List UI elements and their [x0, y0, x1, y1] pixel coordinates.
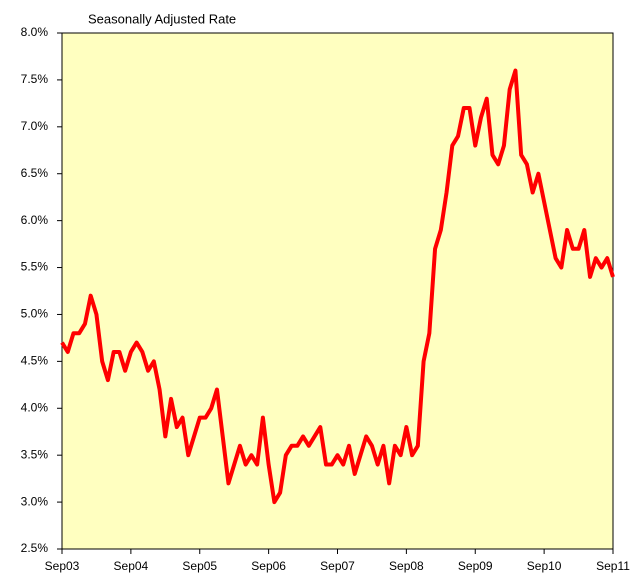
y-tick-label: 2.5%	[21, 541, 49, 555]
y-tick-label: 6.5%	[21, 166, 49, 180]
data-line	[60, 68, 615, 505]
y-tick-label: 4.5%	[21, 354, 49, 368]
x-tick-label: Sep11	[596, 559, 630, 573]
x-tick-label: Sep07	[320, 559, 355, 573]
x-tick-label: Sep10	[527, 559, 562, 573]
x-tick-label: Sep05	[182, 559, 217, 573]
y-tick-label: 6.0%	[21, 213, 49, 227]
y-tick-label: 7.5%	[21, 72, 49, 86]
x-tick-label: Sep04	[114, 559, 149, 573]
x-tick-label: Sep03	[45, 559, 80, 573]
chart-title: Seasonally Adjusted Rate	[88, 11, 236, 26]
x-tick-label: Sep08	[389, 559, 424, 573]
y-tick-label: 3.0%	[21, 494, 49, 508]
y-tick-label: 5.5%	[21, 260, 49, 274]
plot-area	[61, 32, 614, 550]
y-tick-label: 8.0%	[21, 25, 49, 39]
y-tick-label: 5.0%	[21, 307, 49, 321]
y-tick-label: 4.0%	[21, 400, 49, 414]
y-tick-label: 7.0%	[21, 119, 49, 133]
x-tick-label: Sep06	[251, 559, 286, 573]
y-tick-label: 3.5%	[21, 447, 49, 461]
x-tick-label: Sep09	[458, 559, 493, 573]
